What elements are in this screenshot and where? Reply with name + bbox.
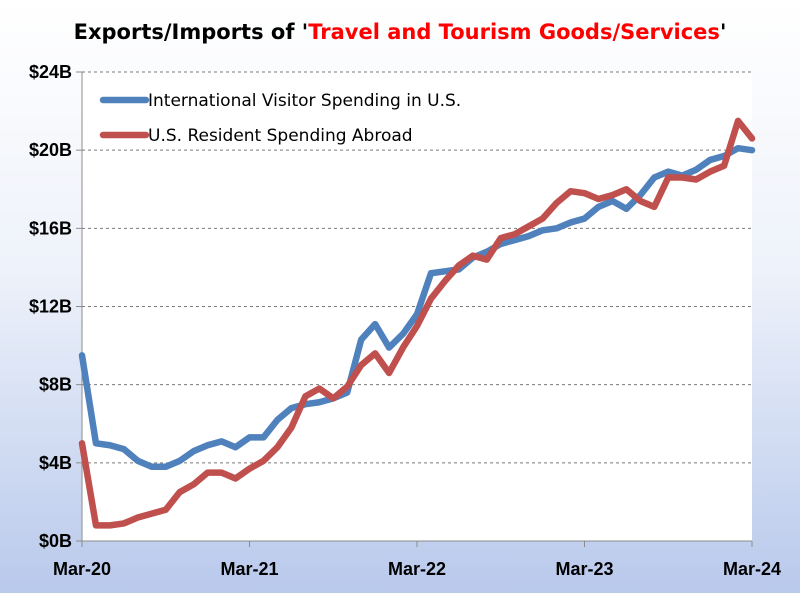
x-tick-label: Mar-22 — [388, 559, 446, 579]
x-axis-ticks: Mar-20 Mar-21 Mar-22 Mar-23 Mar-24 — [53, 541, 781, 579]
series-line — [78, 144, 756, 470]
x-tick-label: Mar-23 — [555, 559, 613, 579]
y-tick-label: $0B — [39, 531, 72, 551]
x-tick-label: Mar-20 — [53, 559, 111, 579]
y-tick-label: $24B — [29, 62, 72, 82]
y-tick-label: $20B — [29, 140, 72, 160]
series-lines — [78, 117, 756, 529]
legend-label: International Visitor Spending in U.S. — [148, 91, 461, 111]
y-tick-label: $4B — [39, 453, 72, 473]
x-tick-label: Mar-24 — [723, 559, 781, 579]
y-tick-label: $16B — [29, 218, 72, 238]
x-tick-label: Mar-21 — [220, 559, 278, 579]
chart-title-prefix: Exports/Imports of ' — [74, 20, 309, 44]
y-tick-label: $12B — [29, 297, 72, 317]
chart-title-highlight: Travel and Tourism Goods/Services — [308, 20, 720, 44]
chart-title-suffix: ' — [720, 20, 726, 44]
legend-label: U.S. Resident Spending Abroad — [148, 126, 413, 146]
legend: International Visitor Spending in U.S. U.… — [99, 91, 461, 146]
gridlines — [82, 71, 752, 464]
y-tick-label: $8B — [39, 375, 72, 395]
y-axis-ticks: $0B $4B $8B $12B $16B $20B $24B — [29, 62, 82, 551]
chart-title: Exports/Imports of 'Travel and Tourism G… — [74, 20, 727, 44]
series-line — [78, 117, 756, 529]
